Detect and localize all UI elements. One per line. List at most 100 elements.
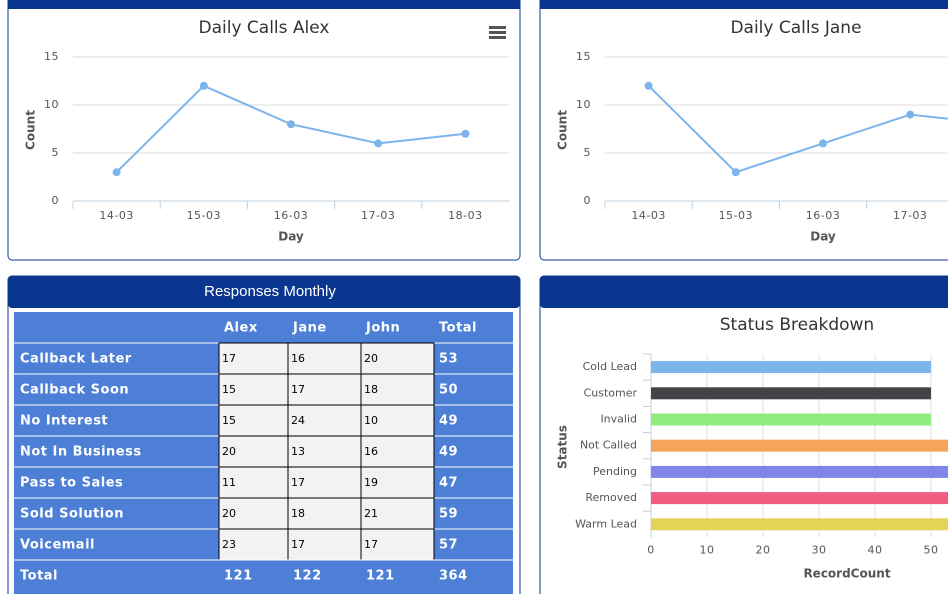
cell-value: 18 <box>291 507 305 520</box>
x-tick-label: 14-03 <box>99 209 133 222</box>
x-tick-label: 30 <box>812 543 827 556</box>
panel <box>7 0 521 261</box>
column-header: Alex <box>224 321 258 336</box>
panel <box>539 0 948 261</box>
y-tick-label: Warm Lead <box>575 517 637 530</box>
x-tick-label: 15-03 <box>187 209 221 222</box>
panel-header <box>8 0 520 9</box>
cell-value: 15 <box>222 414 236 427</box>
chart-title: Daily Calls Jane <box>730 18 861 38</box>
row-label: Callback Soon <box>20 383 129 398</box>
cell-value: 17 <box>291 476 305 489</box>
y-tick-label: Pending <box>593 465 637 478</box>
chart-title: Status Breakdown <box>720 315 874 335</box>
menu-bar[interactable] <box>489 26 506 29</box>
cell-value: 21 <box>364 507 378 520</box>
cell-value: 10 <box>364 414 378 427</box>
y-tick-label: Cold Lead <box>583 360 637 373</box>
y-tick-label: 5 <box>584 146 592 159</box>
y-axis-label: Count <box>556 110 570 150</box>
cell-value: 121 <box>224 569 253 584</box>
cell-value: 17 <box>364 538 378 551</box>
x-axis-label: Day <box>278 230 304 244</box>
y-tick-label: 15 <box>44 50 59 63</box>
point <box>819 139 827 148</box>
y-tick-label: Customer <box>584 386 638 399</box>
menu-bar[interactable] <box>489 31 506 34</box>
cell-value: 59 <box>439 507 458 522</box>
point <box>644 81 653 90</box>
cell <box>218 373 289 406</box>
x-tick-label: 16-03 <box>806 209 840 222</box>
point <box>112 168 121 177</box>
x-tick-label: 18-03 <box>448 209 482 222</box>
cell-value: 19 <box>364 476 378 489</box>
chart-title: Daily Calls Alex <box>199 18 330 38</box>
column-header: John <box>365 321 400 336</box>
y-tick-label: Invalid <box>600 413 637 426</box>
cell <box>360 528 435 561</box>
cell <box>287 435 362 468</box>
y-axis-label: Count <box>24 110 38 150</box>
x-tick-label: 50 <box>924 543 939 556</box>
y-tick-label: 5 <box>52 146 60 159</box>
cell-value: 18 <box>364 383 378 396</box>
row-label: Not In Business <box>20 445 142 460</box>
point <box>199 81 208 90</box>
cell-value: 16 <box>291 352 305 365</box>
bar <box>651 413 931 426</box>
column-header: Jane <box>292 321 327 336</box>
cell <box>287 404 362 437</box>
cell-value: 53 <box>439 352 458 367</box>
row-label: Pass to Sales <box>20 476 123 491</box>
x-tick-label: 14-03 <box>631 209 665 222</box>
x-axis-label: RecordCount <box>803 567 890 581</box>
cell <box>218 404 289 437</box>
y-tick-label: Not Called <box>580 439 637 452</box>
cell-value: 49 <box>439 445 458 460</box>
point <box>374 139 383 148</box>
point <box>287 120 295 129</box>
cell <box>360 342 435 375</box>
cell-value: 24 <box>291 414 305 427</box>
y-tick-label: 0 <box>52 194 60 207</box>
menu-icon[interactable] <box>489 26 506 39</box>
cell-value: 17 <box>291 383 305 396</box>
cell <box>287 497 362 530</box>
x-tick-label: 17-03 <box>361 209 395 222</box>
point <box>731 168 740 177</box>
cell-value: 57 <box>439 538 458 553</box>
y-tick-label: 0 <box>584 194 592 207</box>
bar <box>651 465 948 478</box>
cell <box>287 528 362 561</box>
cell-value: 11 <box>222 476 236 489</box>
table-title: Responses Monthly <box>204 283 336 300</box>
bar <box>651 361 931 374</box>
cell <box>218 497 289 530</box>
bar <box>651 387 931 400</box>
cell-value: 364 <box>439 569 468 584</box>
x-tick-label: 20 <box>756 543 771 556</box>
y-axis-label: Status <box>556 425 570 469</box>
row-label: Callback Later <box>20 352 132 367</box>
cell-value: 17 <box>222 352 236 365</box>
x-tick-label: 40 <box>868 543 883 556</box>
menu-bar[interactable] <box>489 36 506 39</box>
cell-value: 15 <box>222 383 236 396</box>
x-tick-label: 0 <box>647 543 655 556</box>
panel-header <box>540 0 948 9</box>
x-tick-label: 15-03 <box>719 209 753 222</box>
column-header: Total <box>439 321 477 336</box>
cell-value: 17 <box>291 538 305 551</box>
cell-value: 49 <box>439 414 458 429</box>
cell <box>360 404 435 437</box>
y-tick-label: 10 <box>576 98 591 111</box>
x-axis-label: Day <box>810 230 836 244</box>
cell <box>360 435 435 468</box>
bar <box>651 518 948 531</box>
cell-value: 13 <box>291 445 305 458</box>
cell-value: 121 <box>366 569 395 584</box>
cell <box>360 373 435 406</box>
x-tick-label: 10 <box>700 543 715 556</box>
